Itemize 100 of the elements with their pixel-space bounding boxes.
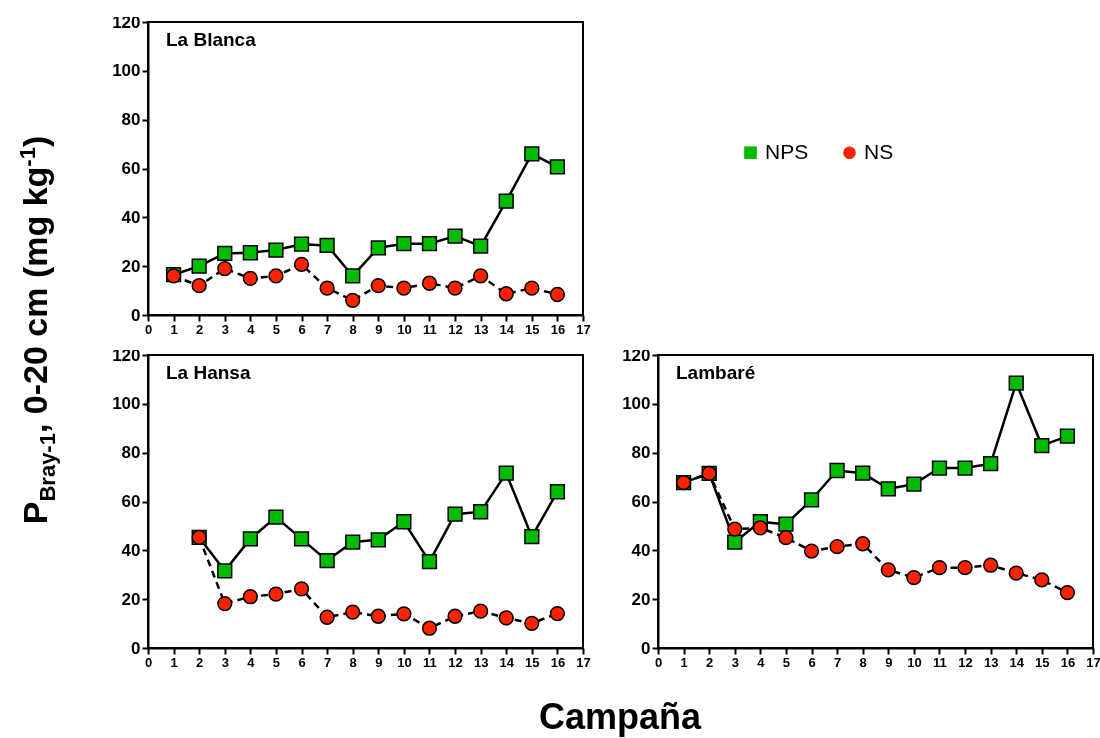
x-tick-label: 11 xyxy=(423,654,437,670)
point xyxy=(345,604,361,620)
point xyxy=(727,521,743,537)
x-tick-label: 0 xyxy=(654,654,663,670)
x-tick-label: 14 xyxy=(499,321,515,337)
x-tick-label: 2 xyxy=(706,654,714,670)
x-tick-label: 6 xyxy=(298,654,306,670)
point xyxy=(983,557,999,573)
point xyxy=(752,520,768,536)
y-tick-label: 40 xyxy=(121,540,141,560)
point xyxy=(268,509,284,525)
x-tick-label: 1 xyxy=(680,654,688,670)
point xyxy=(217,260,233,277)
x-tick-label: 0 xyxy=(144,321,153,337)
point xyxy=(473,504,489,520)
point xyxy=(727,534,743,550)
point xyxy=(829,539,845,555)
point xyxy=(217,595,233,612)
y-tick-label: 100 xyxy=(112,61,141,81)
x-tick-label: 17 xyxy=(576,321,591,337)
point xyxy=(242,245,258,261)
x-tick-label: 10 xyxy=(397,321,412,337)
point xyxy=(319,552,335,569)
point xyxy=(524,529,540,545)
point xyxy=(880,562,896,578)
y-tick-label: 40 xyxy=(121,207,141,227)
x-tick-label: 11 xyxy=(933,654,947,670)
point xyxy=(370,532,386,548)
point xyxy=(396,514,412,530)
point xyxy=(829,462,845,479)
point xyxy=(524,146,540,162)
point xyxy=(191,278,207,294)
x-tick-label: 15 xyxy=(525,654,540,670)
point xyxy=(803,543,820,559)
x-tick-label: 13 xyxy=(473,321,489,337)
legend-label: NS xyxy=(864,139,894,163)
point xyxy=(242,589,258,605)
point xyxy=(931,460,948,476)
chart-title: La Hansa xyxy=(166,362,251,383)
point xyxy=(293,531,310,547)
point xyxy=(803,492,820,508)
point xyxy=(191,258,207,274)
point xyxy=(319,280,335,296)
point xyxy=(473,268,489,284)
x-tick-label: 1 xyxy=(170,654,178,670)
x-tick-label: 6 xyxy=(808,654,816,670)
y-tick-label: 60 xyxy=(631,492,651,511)
x-tick-label: 12 xyxy=(958,654,973,670)
y-tick-label: 40 xyxy=(631,540,651,560)
x-tick-label: 16 xyxy=(550,654,566,670)
point xyxy=(473,238,489,254)
point xyxy=(957,560,973,576)
point xyxy=(319,609,335,625)
point xyxy=(421,620,438,636)
chart-title: Lambaré xyxy=(676,362,756,383)
x-tick-label: 14 xyxy=(1009,654,1025,670)
x-tick-label: 8 xyxy=(349,654,357,670)
point xyxy=(931,560,948,576)
x-tick-label: 9 xyxy=(375,321,383,337)
x-tick-label: 15 xyxy=(525,321,540,337)
x-tick-label: 5 xyxy=(272,654,281,670)
point xyxy=(778,530,794,546)
point xyxy=(421,236,438,252)
point xyxy=(370,240,386,256)
x-tick-label: 11 xyxy=(423,321,437,337)
point xyxy=(345,534,361,550)
point xyxy=(549,484,566,500)
point xyxy=(906,476,922,492)
x-tick-label: 9 xyxy=(885,654,893,670)
x-tick-label: 9 xyxy=(375,654,383,670)
point xyxy=(268,586,284,602)
y-tick-label: 100 xyxy=(622,394,651,414)
point xyxy=(957,460,973,476)
point xyxy=(370,278,386,294)
point xyxy=(880,481,896,497)
point xyxy=(549,159,566,175)
point xyxy=(1034,572,1050,588)
y-tick-label: 20 xyxy=(121,256,141,276)
point xyxy=(1008,565,1024,581)
point xyxy=(1034,437,1050,454)
x-tick-label: 3 xyxy=(731,654,739,670)
point xyxy=(293,581,310,597)
x-tick-label: 16 xyxy=(550,321,566,337)
x-tick-label: 4 xyxy=(247,321,256,337)
x-tick-label: 14 xyxy=(499,654,515,670)
point xyxy=(421,553,438,570)
point xyxy=(268,268,284,284)
x-tick-label: 0 xyxy=(144,654,153,670)
x-tick-label: 7 xyxy=(834,654,842,670)
x-tick-label: 8 xyxy=(859,654,867,670)
point xyxy=(396,236,412,252)
x-tick-label: 17 xyxy=(1086,654,1100,670)
point xyxy=(549,286,566,303)
x-tick-label: 2 xyxy=(196,654,204,670)
point xyxy=(217,245,233,262)
x-tick-label: 17 xyxy=(576,654,591,670)
legend-label: NPS xyxy=(765,139,809,163)
chart-title: La Blanca xyxy=(166,29,257,50)
x-tick-label: 10 xyxy=(397,654,412,670)
x-tick-label: 12 xyxy=(448,321,463,337)
